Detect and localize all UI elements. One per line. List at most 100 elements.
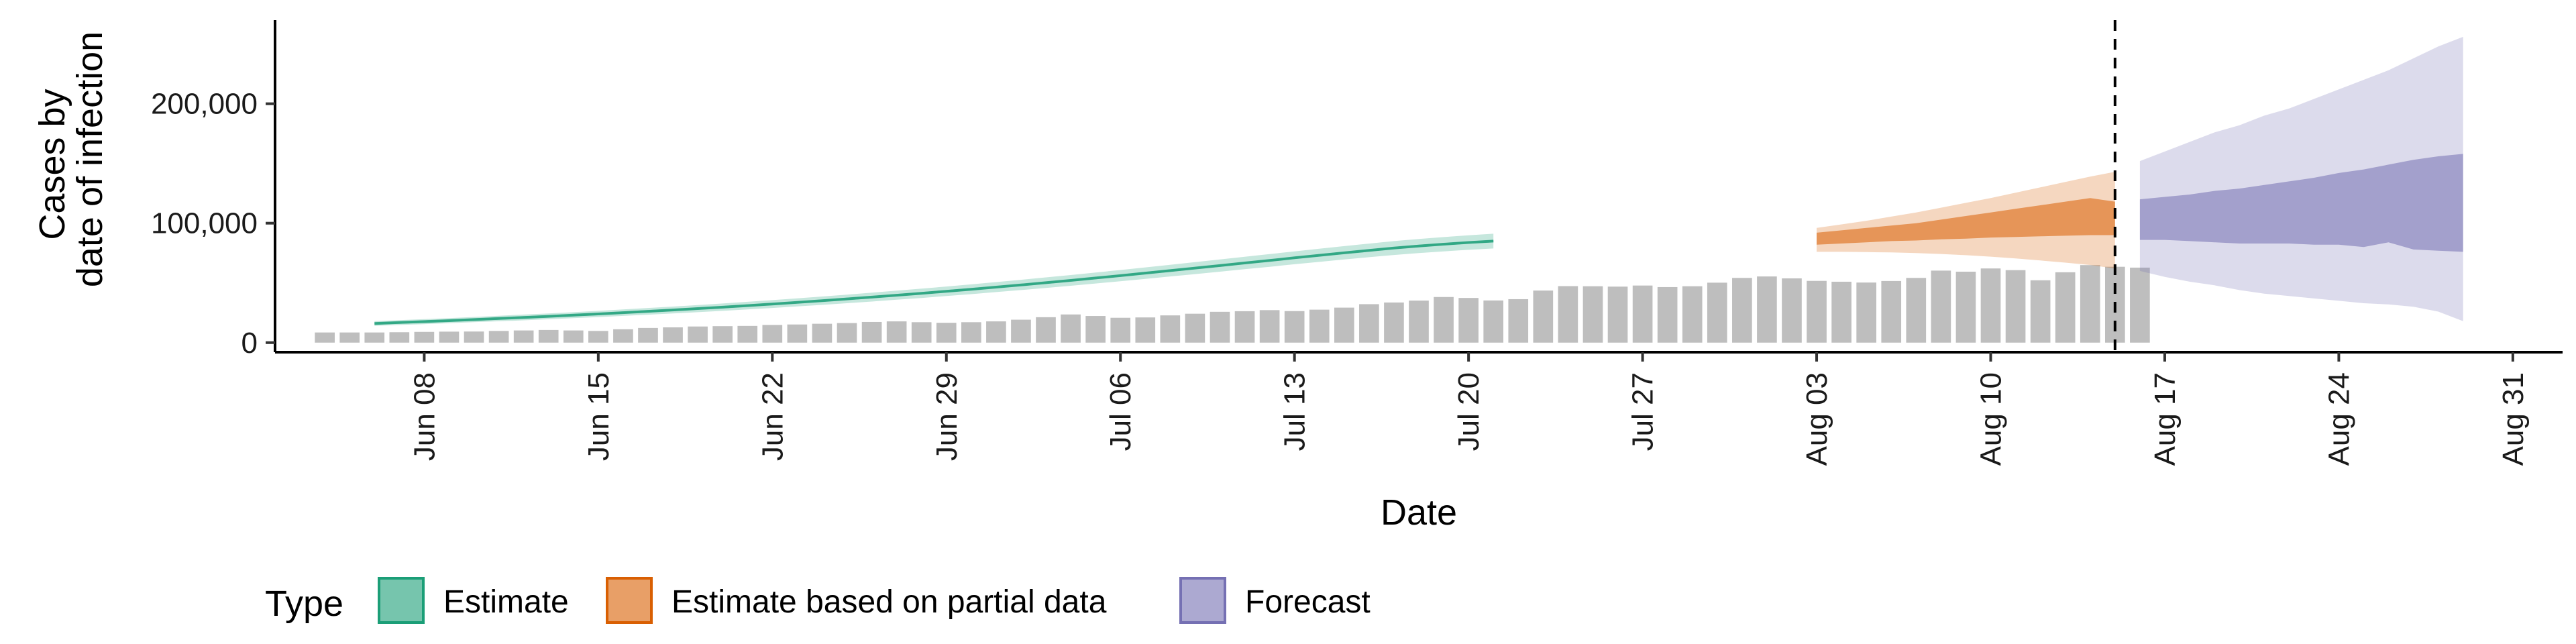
x-tick-label: Jun 29: [930, 372, 963, 461]
observed-bar: [1284, 311, 1305, 343]
observed-bar: [1955, 271, 1976, 343]
y-ticks: 0 100,000 200,000: [151, 88, 275, 360]
observed-bar: [2030, 280, 2051, 343]
y-axis-title: Cases by date of infection: [32, 32, 110, 287]
observed-bar: [1980, 268, 2001, 343]
observed-bar: [1409, 301, 1429, 343]
observed-bar: [787, 324, 808, 343]
estimate-median-line: [374, 239, 1494, 325]
observed-bar: [1359, 304, 1379, 343]
observed-bar: [1906, 278, 1927, 343]
observed-bar: [1682, 286, 1703, 343]
observed-bar: [315, 332, 335, 343]
observed-bar: [961, 322, 981, 343]
observed-bar: [1632, 285, 1653, 343]
observed-bar: [688, 326, 708, 343]
observed-bar: [439, 331, 460, 343]
observed-bar: [464, 331, 484, 343]
forecast-outer-band: [2139, 36, 2463, 321]
observed-bar: [1036, 317, 1056, 343]
observed-bar: [1931, 270, 1951, 343]
observed-bar: [663, 327, 683, 343]
observed-bar: [1234, 311, 1255, 343]
observed-bar: [538, 329, 559, 343]
y-axis-title-line-1: Cases by: [32, 89, 72, 239]
legend-label-estimate: Estimate: [443, 584, 569, 620]
y-tick-label: 100,000: [151, 207, 258, 240]
x-tick-label: Jun 08: [408, 372, 441, 461]
legend-swatch-partial-estimate: [606, 577, 653, 624]
legend-swatch-estimate: [378, 577, 425, 624]
observed-bar: [414, 331, 435, 343]
observed-bar: [1185, 313, 1205, 343]
x-ticks: Jun 08 Jun 15 Jun 22 Jun 29 Jul 06 Jul 13 Jul …: [408, 352, 2530, 466]
observed-bar: [936, 323, 957, 343]
observed-bar: [1135, 317, 1156, 343]
estimate-outer-band: [374, 233, 1494, 326]
x-tick-label: Aug 24: [2322, 372, 2355, 466]
observed-bar: [1757, 276, 1777, 343]
observed-bar: [1160, 315, 1181, 343]
observed-bar: [364, 332, 385, 343]
observed-bar: [1011, 319, 1031, 343]
y-tick-label: 0: [241, 327, 258, 360]
partial-estimate-inner-band: [1817, 198, 2115, 245]
ribbons: [374, 36, 2463, 326]
observed-bar: [588, 331, 608, 343]
observed-bar: [613, 329, 633, 343]
observed-bar: [2055, 272, 2076, 343]
axes: [274, 20, 2563, 354]
observed-bar: [861, 321, 882, 343]
x-tick-label: Jul 20: [1452, 372, 1485, 451]
observed-bar: [1085, 316, 1106, 343]
observed-bar: [1782, 278, 1802, 343]
observed-bar: [837, 323, 857, 343]
observed-bar: [1831, 281, 1851, 343]
observed-bar: [1334, 307, 1354, 343]
observed-bar: [911, 322, 932, 343]
x-tick-label: Jul 06: [1104, 372, 1137, 451]
x-tick-label: Jul 13: [1279, 372, 1311, 451]
observed-bar: [2080, 265, 2100, 343]
observed-bar: [488, 331, 509, 343]
observed-bar: [1309, 309, 1330, 343]
observed-bar: [1657, 286, 1678, 343]
observed-bar: [1881, 280, 1902, 343]
observed-bar: [762, 325, 783, 343]
observed-bar: [2130, 267, 2150, 343]
observed-bar: [737, 325, 758, 343]
observed-bar: [1508, 299, 1529, 343]
forecast-inner-band: [2139, 154, 2463, 252]
observed-bar: [1434, 297, 1454, 343]
x-axis-title: Date: [1381, 492, 1457, 533]
observed-bar: [1607, 286, 1628, 343]
x-tick-label: Aug 03: [1801, 372, 1833, 466]
observed-bar: [2005, 270, 2026, 343]
observed-bar: [1807, 280, 1827, 343]
y-axis-title-line-2: date of infection: [70, 32, 110, 287]
observed-bar: [1707, 282, 1727, 343]
legend-label-partial-estimate: Estimate based on partial data: [672, 584, 1107, 620]
observed-cases-bars: [315, 265, 2150, 343]
legend-swatch-forecast: [1179, 577, 1226, 624]
x-tick-label: Aug 17: [2149, 372, 2182, 466]
observed-bar: [389, 332, 410, 343]
observed-bar: [513, 330, 534, 343]
observed-bar: [1732, 278, 1752, 343]
observed-bar: [1582, 286, 1603, 343]
observed-bar: [1384, 302, 1404, 343]
observed-bar: [1558, 286, 1578, 343]
observed-bar: [638, 327, 658, 343]
legend-label-forecast: Forecast: [1245, 584, 1371, 620]
observed-bar: [886, 321, 907, 343]
observed-bar: [1210, 311, 1230, 343]
observed-bar: [1458, 298, 1479, 343]
observed-bar: [1483, 300, 1504, 343]
observed-bar: [986, 321, 1006, 343]
x-tick-label: Aug 31: [2497, 372, 2530, 466]
x-tick-label: Jun 22: [756, 372, 789, 461]
observed-bar: [1259, 310, 1280, 343]
observed-bar: [812, 323, 833, 343]
observed-bar: [1110, 317, 1131, 343]
observed-bar: [1856, 282, 1876, 343]
